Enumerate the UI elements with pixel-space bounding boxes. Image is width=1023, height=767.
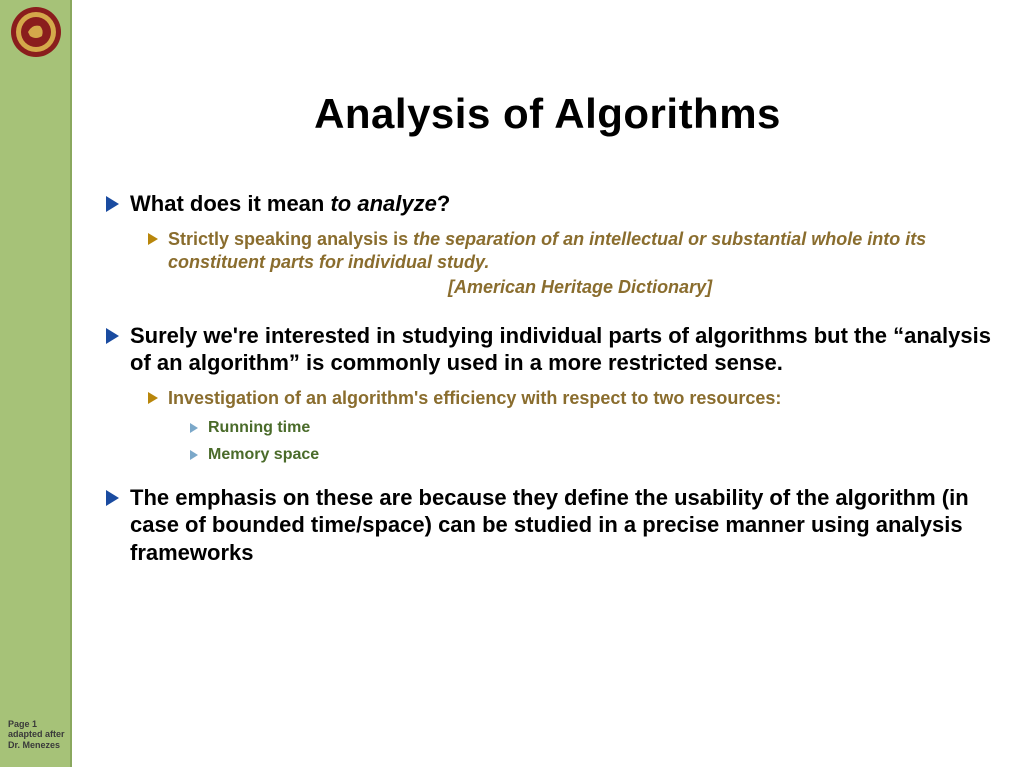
- text-plain: Strictly speaking analysis is: [168, 229, 413, 249]
- attribution-line: adapted after: [8, 729, 68, 740]
- text-plain: What does it mean: [130, 191, 330, 216]
- bullet-level2: Strictly speaking analysis is the separa…: [146, 228, 1003, 300]
- bullet-text: Surely we're interested in studying indi…: [130, 322, 1003, 377]
- page-number: Page 1: [8, 719, 68, 730]
- text-after: ?: [437, 191, 450, 216]
- bullet-list: What does it mean to analyze? Strictly s…: [72, 190, 1023, 566]
- bullet-text: Running time: [208, 418, 1003, 439]
- attribution-name: Dr. Menezes: [8, 740, 68, 751]
- page-footer-note: Page 1 adapted after Dr. Menezes: [8, 719, 68, 751]
- bullet-text: Strictly speaking analysis is the separa…: [168, 228, 1003, 300]
- bullet-level1: The emphasis on these are because they d…: [108, 484, 1003, 567]
- text-italic: to analyze: [330, 191, 436, 216]
- bullet-text: The emphasis on these are because they d…: [130, 484, 1003, 567]
- bullet-level2: Investigation of an algorithm's efficien…: [146, 387, 1003, 410]
- sidebar: Page 1 adapted after Dr. Menezes: [0, 0, 72, 767]
- bullet-text: Investigation of an algorithm's efficien…: [168, 387, 1003, 410]
- bullet-text: Memory space: [208, 445, 1003, 466]
- bullet-level1: Surely we're interested in studying indi…: [108, 322, 1003, 377]
- slide-title: Analysis of Algorithms: [72, 90, 1023, 138]
- institution-seal-icon: [10, 6, 62, 58]
- slide-content: Analysis of Algorithms What does it mean…: [72, 0, 1023, 767]
- citation: [American Heritage Dictionary]: [168, 276, 1003, 299]
- bullet-level1: What does it mean to analyze?: [108, 190, 1003, 218]
- bullet-text: What does it mean to analyze?: [130, 190, 1003, 218]
- bullet-level3: Memory space: [188, 445, 1003, 466]
- bullet-level3: Running time: [188, 418, 1003, 439]
